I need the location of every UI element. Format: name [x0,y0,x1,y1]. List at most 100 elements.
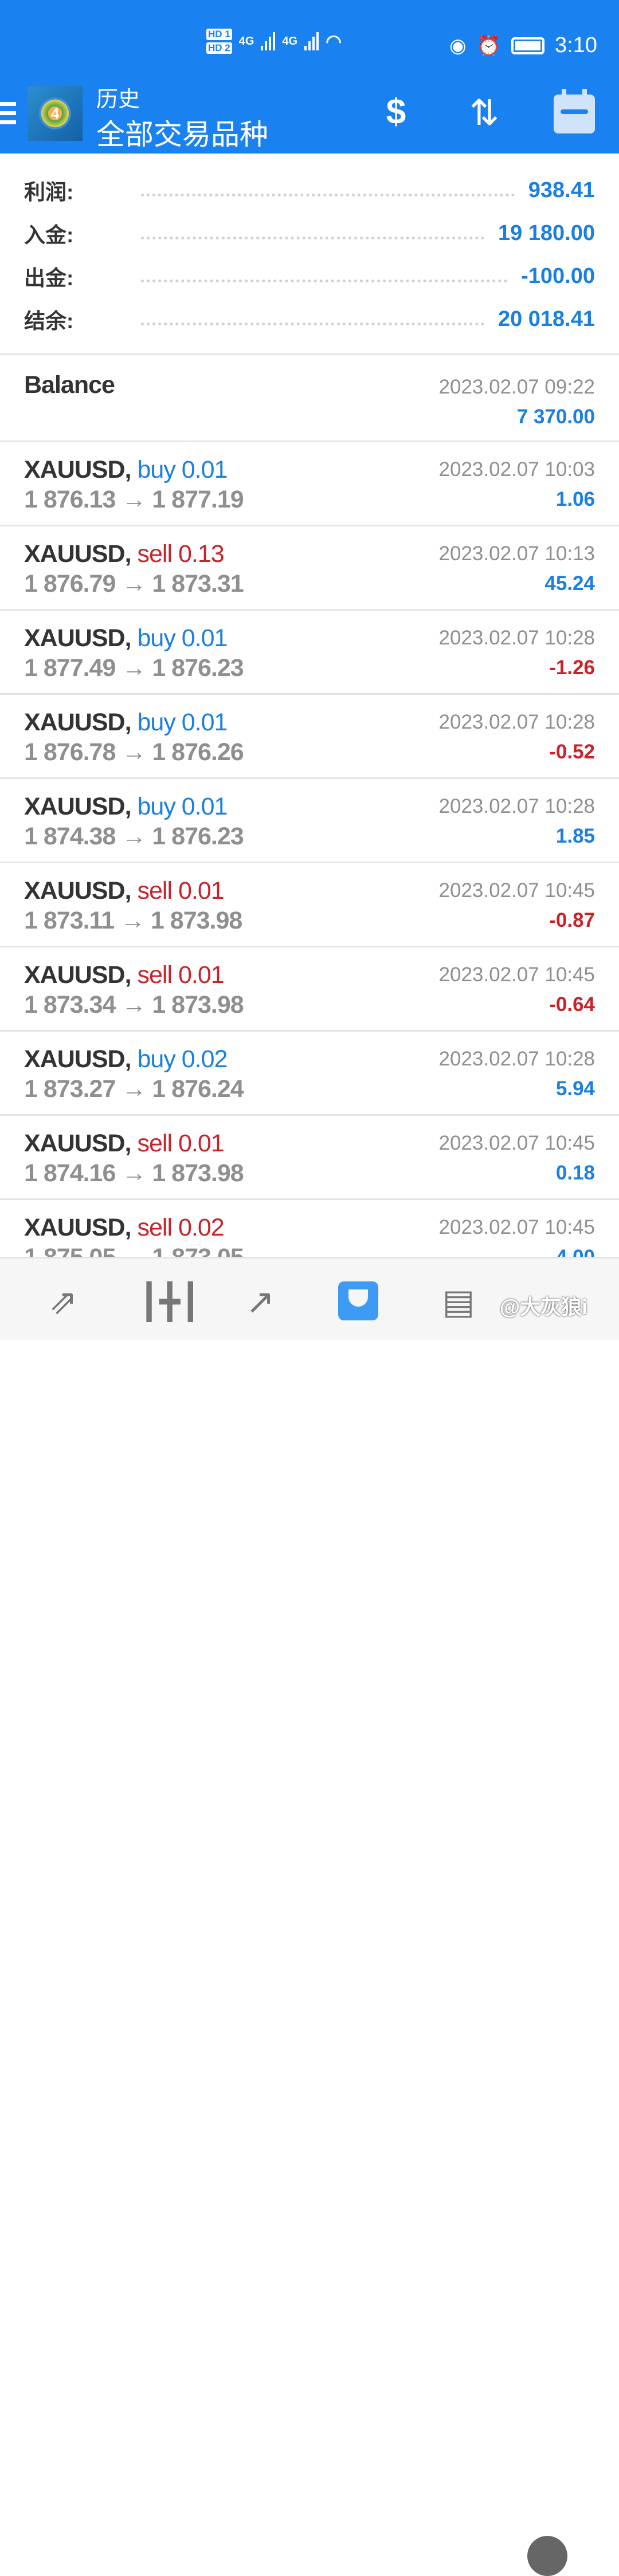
network-label-2: 4G [282,34,298,48]
trade-date: 2023.02.07 10:45 [438,1216,595,1238]
trade-symbol: XAUUSD, sell 0.01 [24,961,225,989]
trade-row[interactable]: XAUUSD, sell 0.01 1 873.34 → 1 873.98 20… [0,947,619,1032]
bottom-nav: ⇗ ┃╋┃ ↗ ▤ @大灰狼i [0,1257,619,2576]
trade-volume: sell 0.01 [137,877,224,904]
summary-profit: 利润: 938.41 [24,178,595,204]
trade-prices: 1 876.13 → 1 877.19 [24,486,244,513]
trade-symbol: XAUUSD, buy 0.01 [24,709,228,736]
currency-exchange-icon[interactable]: $ [386,92,406,132]
summary-deposit: 入金: 19 180.00 [24,221,595,247]
trade-volume: sell 0.01 [137,961,224,989]
trade-volume: buy 0.01 [137,456,228,483]
menu-icon[interactable] [0,102,16,129]
trade-row[interactable]: XAUUSD, sell 0.13 1 876.79 → 1 873.31 20… [0,526,619,611]
arrow-icon: → [122,570,146,597]
app-logo: 4 [28,86,83,141]
trade-profit: 45.24 [544,572,595,595]
trade-symbol: XAUUSD, sell 0.13 [24,540,225,568]
arrow-icon: → [122,1075,146,1103]
trade-profit: -0.64 [549,993,595,1016]
trade-profit: -1.26 [549,656,595,679]
trade-date: 2023.02.07 10:28 [438,1048,595,1070]
symbol-filter[interactable]: 全部交易品种 [96,119,268,151]
battery-icon [511,37,545,54]
trade-prices: 1 873.11 → 1 873.98 [24,907,242,934]
arrow-icon: → [122,991,146,1018]
trade-row[interactable]: XAUUSD, sell 0.01 1 873.11 → 1 873.98 20… [0,863,619,947]
trade-row[interactable]: XAUUSD, buy 0.02 1 873.27 → 1 876.24 202… [0,1032,619,1116]
trade-symbol: XAUUSD, buy 0.01 [24,624,228,652]
trade-row[interactable]: XAUUSD, sell 0.01 1 874.16 → 1 873.98 20… [0,1116,619,1200]
trade-symbol: XAUUSD, buy 0.02 [24,1045,228,1073]
trade-symbol: XAUUSD, buy 0.01 [24,793,228,820]
sim1-icon: HD 1 [206,29,232,40]
quotes-icon[interactable]: ⇗ [48,1283,78,1321]
trade-volume: sell 0.02 [137,1214,224,1241]
app-header: HD 1 HD 2 4G 4G ◠ ◉ ⏰ 3:10 4 历史 全部交易品种 $ … [0,0,619,154]
arrow-icon: → [122,1159,146,1187]
network-label: 4G [238,34,254,48]
trade-date: 2023.02.07 10:03 [438,458,595,481]
trade-volume: buy 0.01 [137,793,228,820]
trade-row[interactable]: XAUUSD, buy 0.01 1 877.49 → 1 876.23 202… [0,611,619,695]
trade-profit: 0.18 [555,1162,595,1184]
trade-volume: sell 0.01 [137,1130,224,1157]
trade-volume: buy 0.01 [137,624,228,652]
trade-prices: 1 877.49 → 1 876.23 [24,654,244,682]
trade-volume: sell 0.13 [137,540,224,568]
trade-volume: buy 0.02 [137,1045,228,1073]
trade-row[interactable]: XAUUSD, buy 0.01 1 876.78 → 1 876.26 202… [0,695,619,779]
arrow-icon: → [122,486,146,513]
trade-symbol: XAUUSD, sell 0.01 [24,877,225,904]
summary-withdrawal: 出金: -100.00 [24,264,595,290]
balance-row[interactable]: Balance 2023.02.07 09:22 7 370.00 [0,355,619,442]
trade-profit: -0.52 [549,741,595,763]
trade-profit: 5.94 [555,1077,595,1100]
trade-date: 2023.02.07 10:45 [438,963,595,986]
sort-icon[interactable]: ⇅ [469,93,499,133]
trade-symbol: XAUUSD, buy 0.01 [24,456,228,483]
arrow-icon: → [122,738,146,766]
summary-balance: 结余: 20 018.41 [24,306,595,333]
trade-date: 2023.02.07 10:28 [438,711,595,733]
trade-profit: -0.87 [549,909,595,931]
trade-symbol: XAUUSD, sell 0.01 [24,1130,225,1157]
trade-row[interactable]: XAUUSD, buy 0.01 1 876.13 → 1 877.19 202… [0,442,619,526]
trade-date: 2023.02.07 10:28 [438,795,595,817]
eye-icon: ◉ [449,34,467,57]
chart-icon[interactable]: ┃╋┃ [139,1283,201,1321]
signal-icon [261,32,276,50]
status-bar: HD 1 HD 2 4G 4G ◠ ◉ ⏰ 3:10 [0,29,619,63]
news-icon[interactable]: ▤ [442,1283,475,1321]
wifi-icon: ◠ [326,31,342,52]
trade-prices: 1 873.27 → 1 876.24 [24,1075,244,1103]
page-title: 历史 [96,88,140,112]
sim2-icon: HD 2 [206,42,232,54]
trade-date: 2023.02.07 10:45 [438,879,595,902]
trade-prices: 1 873.34 → 1 873.98 [24,991,244,1018]
chat-icon[interactable] [527,2536,567,2576]
trade-date: 2023.02.07 10:45 [438,1132,595,1154]
trade-volume: buy 0.01 [137,709,228,736]
trade-symbol: XAUUSD, sell 0.02 [24,1214,225,1241]
trade-date: 2023.02.07 10:28 [438,627,595,649]
watermark: @大灰狼i [500,1295,588,1319]
trade-prices: 1 876.79 → 1 873.31 [24,570,244,597]
trade-profit: 1.85 [555,825,595,847]
summary-panel: 利润: 938.41 入金: 19 180.00 出金: -100.00 结余: 20 … [0,154,619,355]
trade-date: 2023.02.07 10:13 [438,542,595,565]
trade-icon[interactable]: ↗ [245,1283,275,1321]
calendar-icon[interactable] [554,89,595,133]
trade-prices: 1 874.38 → 1 876.23 [24,823,244,850]
clock: 3:10 [555,33,597,57]
trade-prices: 1 876.78 → 1 876.26 [24,738,244,766]
trade-prices: 1 874.16 → 1 873.98 [24,1159,244,1187]
arrow-icon: → [122,823,146,850]
history-icon[interactable] [338,1281,384,1323]
arrow-icon: → [122,654,146,682]
trade-profit: 1.06 [555,488,595,510]
trade-row[interactable]: XAUUSD, buy 0.01 1 874.38 → 1 876.23 202… [0,779,619,863]
arrow-icon: → [120,907,145,934]
alarm-icon: ⏰ [476,34,502,57]
signal-icon-2 [304,32,319,50]
